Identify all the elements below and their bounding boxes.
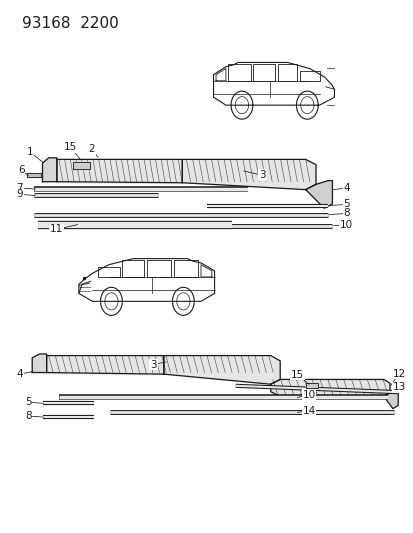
Polygon shape xyxy=(164,356,280,384)
Text: 8: 8 xyxy=(25,411,31,421)
Text: 12: 12 xyxy=(392,369,405,378)
Polygon shape xyxy=(73,162,90,169)
Text: 9: 9 xyxy=(17,189,23,199)
Text: 5: 5 xyxy=(25,397,31,407)
Polygon shape xyxy=(305,181,332,208)
Text: 3: 3 xyxy=(259,171,265,180)
Polygon shape xyxy=(270,379,389,397)
Text: 14: 14 xyxy=(301,406,315,416)
Text: 10: 10 xyxy=(301,390,315,400)
Text: 6: 6 xyxy=(18,165,24,175)
Polygon shape xyxy=(57,159,182,183)
Text: 4: 4 xyxy=(17,369,23,379)
Text: 11: 11 xyxy=(50,224,63,235)
Polygon shape xyxy=(305,383,317,389)
Text: 3: 3 xyxy=(150,360,157,369)
Text: 93168  2200: 93168 2200 xyxy=(22,16,119,31)
Polygon shape xyxy=(27,173,41,177)
Polygon shape xyxy=(43,158,57,182)
Polygon shape xyxy=(32,354,47,373)
Text: 8: 8 xyxy=(343,208,349,219)
Polygon shape xyxy=(383,391,397,409)
Text: 15: 15 xyxy=(290,370,304,379)
Text: 10: 10 xyxy=(339,220,353,230)
Text: 5: 5 xyxy=(343,199,349,209)
Text: 15: 15 xyxy=(63,142,76,152)
Polygon shape xyxy=(182,159,315,190)
Text: 4: 4 xyxy=(343,183,349,193)
Text: 2: 2 xyxy=(88,144,95,155)
Text: 13: 13 xyxy=(392,382,405,392)
Polygon shape xyxy=(47,356,164,374)
Text: 7: 7 xyxy=(17,183,23,193)
Text: 1: 1 xyxy=(27,147,33,157)
